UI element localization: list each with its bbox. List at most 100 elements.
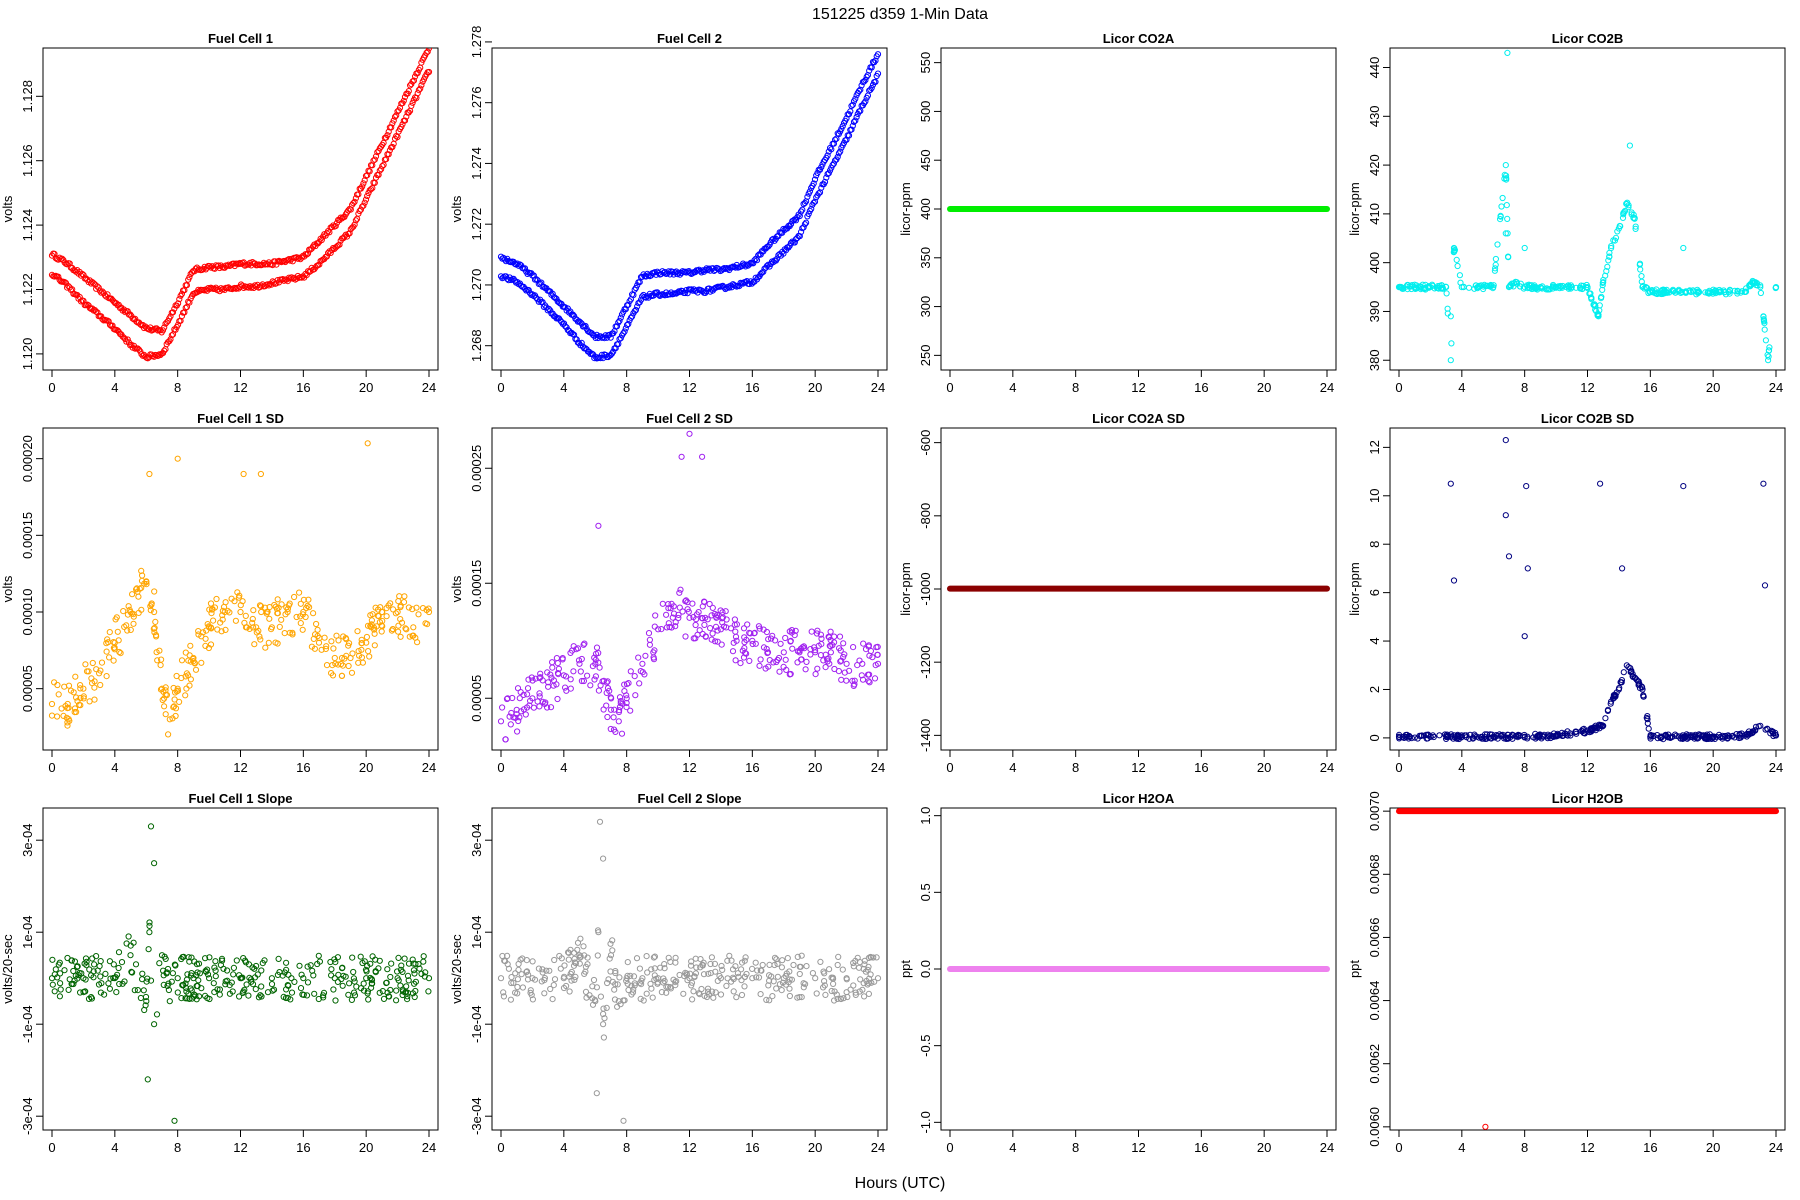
data-point [1658,733,1665,740]
data-point [827,649,835,656]
data-point [1550,730,1558,737]
data-point [265,282,272,289]
data-point [359,959,366,967]
data-point [51,250,58,257]
x-tick-label: 16 [745,380,759,395]
data-point [1516,732,1523,739]
data-point [1630,211,1637,218]
data-point [849,677,856,685]
data-point [594,952,601,959]
y-axis-label: volts/20-sec [0,934,15,1004]
data-point [1521,734,1528,741]
data-point [573,646,580,653]
data-point [1596,725,1603,732]
data-point [792,217,800,224]
data-point [707,625,714,632]
data-point [707,970,714,977]
data-point [755,623,763,630]
data-point [831,633,838,640]
x-tick-label: 20 [359,760,373,775]
data-point [1719,732,1726,740]
data-point [643,990,650,997]
data-point [651,623,658,630]
data-point [48,700,56,708]
data-point [128,968,135,976]
data-point [792,627,799,634]
x-tick-label: 12 [682,380,696,395]
data-point [1505,553,1513,560]
y-tick-label: 1.124 [20,209,35,242]
data-point [198,659,205,666]
data-point [229,988,236,995]
data-point [93,666,100,673]
data-point [64,261,71,268]
data-point [580,943,587,950]
data-point [405,960,413,967]
data-point [615,718,622,725]
data-point [1521,633,1528,640]
data-point [563,982,570,990]
data-point [808,205,815,212]
data-point [268,981,276,988]
data-point [665,954,672,961]
data-point [786,968,793,975]
data-point [310,635,317,643]
data-point [417,85,424,92]
data-point [257,470,264,478]
data-point [296,589,303,596]
panel-title: Fuel Cell 1 [208,31,273,46]
data-point [133,585,140,592]
data-point [714,627,721,634]
x-tick-label: 0 [497,1140,504,1155]
data-point [544,704,551,711]
data-point [403,626,410,633]
data-point [328,224,335,231]
data-point [516,695,523,702]
data-point [162,711,169,718]
data-point [358,636,365,643]
data-point [354,628,361,635]
data-point [714,638,721,645]
data-point [658,989,666,996]
data-point [405,977,412,984]
data-point [368,621,375,628]
data-point [124,336,131,343]
data-point [274,640,281,647]
data-point [397,633,404,640]
data-point [228,979,235,986]
data-point [1669,733,1676,741]
data-point [57,970,64,977]
data-point [565,949,572,956]
data-point [794,953,801,961]
data-point [1504,230,1511,237]
data-point [323,253,330,260]
data-point [549,664,556,671]
data-point [330,986,337,993]
x-tick-label: 8 [1072,760,1079,775]
data-point [522,711,529,718]
data-point [116,980,123,988]
data-point [709,630,716,637]
data-point [858,672,865,679]
data-point [161,347,168,354]
y-tick-label: 2 [1367,686,1382,693]
data-point [1474,285,1481,292]
x-tick-label: 12 [1580,1140,1594,1155]
data-point [820,968,827,975]
y-tick-label: 10 [1367,489,1382,503]
data-point [598,351,606,358]
data-point [1508,280,1516,287]
data-point [732,963,739,970]
data-point [236,993,243,1000]
data-point [639,669,646,676]
data-point [712,989,719,996]
data-point [563,687,570,694]
data-point [782,656,789,663]
data-point [510,979,517,987]
data-point [425,988,432,995]
data-point [424,621,431,628]
data-point [397,982,404,989]
y-tick-label: 390 [1367,301,1382,323]
